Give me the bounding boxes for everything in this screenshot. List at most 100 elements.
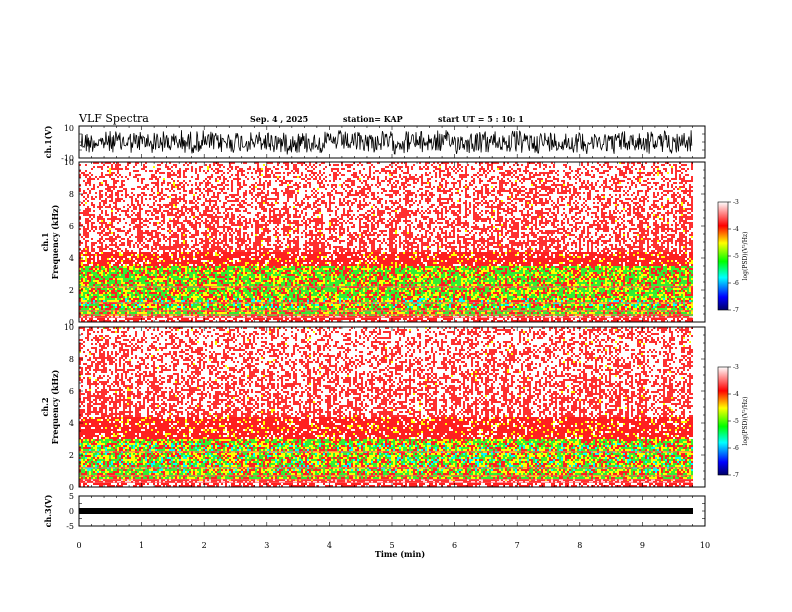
spectrogram-cell [537,228,539,230]
spectrogram-cell [257,184,259,186]
spectrogram-cell [121,194,123,196]
spectrogram-cell [359,170,361,172]
spectrogram-cell [389,214,391,216]
spectrogram-cell [483,184,485,186]
spectrogram-cell [499,216,501,218]
spectrogram-cell [435,168,437,170]
spectrogram-cell [177,186,179,188]
spectrogram-cell [507,174,509,176]
spectrogram-cell [345,190,347,192]
spectrogram-cell [303,198,305,200]
spectrogram-cell [93,184,95,186]
spectrogram-cell [267,228,269,230]
spectrogram-cell [533,168,535,170]
spectrogram-cell [233,196,235,198]
spectrogram-cell [155,230,157,232]
spectrogram-cell [689,196,691,198]
spectrogram-cell [263,216,265,218]
spectrogram-cell [657,172,659,174]
spectrogram-cell [643,184,645,186]
spectrogram-cell [259,174,261,176]
spectrogram-cell [423,182,425,184]
spectrogram-cell [525,178,527,180]
spectrogram-cell [639,174,641,176]
spectrogram-cell [319,186,321,188]
spectrogram-cell [601,210,603,212]
spectrogram-cell [357,204,359,206]
spectrogram-cell [115,202,117,204]
spectrogram-cell [509,188,511,190]
spectrogram-cell [683,202,685,204]
spectrogram-cell [261,174,263,176]
spectrogram-cell [99,202,101,204]
spectrogram-cell [335,176,337,178]
spectrogram-cell [115,182,117,184]
spectrogram-cell [257,216,259,218]
spectrogram-cell [117,234,119,236]
spectrogram-cell [539,220,541,222]
spectrogram-cell [323,184,325,186]
spectrogram-cell [663,176,665,178]
spectrogram-cell [255,222,257,224]
spectrogram-cell [191,166,193,168]
spectrogram-cell [429,172,431,174]
spectrogram-cell [687,190,689,192]
spectrogram-cell [187,184,189,186]
spectrogram-cell [661,226,663,228]
spectrogram-cell [689,192,691,194]
spectrogram-cell [139,222,141,224]
spectrogram-cell [409,200,411,202]
spectrogram-cell [557,210,559,212]
spectrogram-cell [681,214,683,216]
spectrogram-cell [645,220,647,222]
spectrogram-cell [433,194,435,196]
spectrogram-cell [199,218,201,220]
spectrogram-cell [651,230,653,232]
spectrogram-cell [243,232,245,234]
spectrogram-cell [159,168,161,170]
spectrogram-cell [661,202,663,204]
spectrogram-cell [399,218,401,220]
spectrogram-cell [485,184,487,186]
spectrogram-cell [381,218,383,220]
spectrogram-cell [191,176,193,178]
spectrogram-cell [447,168,449,170]
spectrogram-cell [387,166,389,168]
spectrogram-cell [535,184,537,186]
spectrogram-cell [381,206,383,208]
spectrogram-cell [203,222,205,224]
spectrogram-cell [531,216,533,218]
spectrogram-cell [471,230,473,232]
spectrogram-cell [343,198,345,200]
spectrogram-cell [319,170,321,172]
spectrogram-cell [551,180,553,182]
spectrogram-cell [411,168,413,170]
spectrogram-cell [413,212,415,214]
spectrogram-cell [175,166,177,168]
spectrogram-cell [413,202,415,204]
spectrogram-cell [277,162,279,164]
spectrogram-cell [511,186,513,188]
spectrogram-cell [225,234,227,236]
spectrogram-cell [239,204,241,206]
spectrogram-cell [195,192,197,194]
spectrogram-cell [663,224,665,226]
spectrogram-cell [415,174,417,176]
spectrogram-cell [99,192,101,194]
spectrogram-cell [599,224,601,226]
spectrogram-cell [287,196,289,198]
spectrogram-cell [251,184,253,186]
spectrogram-cell [181,208,183,210]
spectrogram-cell [255,162,257,164]
spectrogram-cell [505,210,507,212]
spectrogram-cell [607,198,609,200]
spectrogram-cell [365,230,367,232]
spectrogram-cell [593,220,595,222]
spectrogram-cell [451,210,453,212]
spectrogram-cell [543,174,545,176]
spectrogram-cell [99,228,101,230]
spectrogram-cell [645,230,647,232]
spectrogram-cell [425,192,427,194]
spectrogram-cell [161,224,163,226]
spectrogram-cell [443,218,445,220]
